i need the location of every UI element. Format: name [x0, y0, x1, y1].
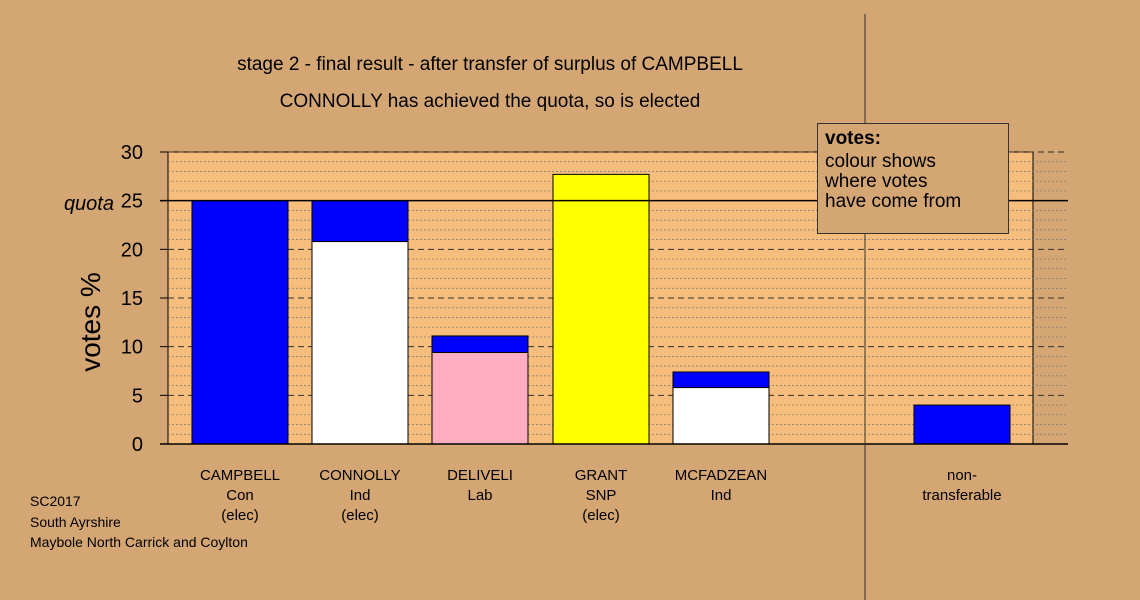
x-label-grant-line-3: (elec) — [582, 507, 620, 524]
footer-line-1: SC2017 — [30, 493, 81, 509]
bar-connolly-segment-1 — [311, 241, 409, 445]
legend-box: votes: colour shows where votes have com… — [817, 123, 1009, 234]
y-tick-label: 20 — [121, 239, 143, 261]
x-label-mcfadzean-line-2: Ind — [711, 487, 732, 504]
x-label-connolly-line-3: (elec) — [341, 507, 379, 524]
quota-label: quota — [64, 193, 114, 215]
x-label-mcfadzean-line-1: MCFADZEAN — [675, 467, 768, 484]
x-label-connolly-line-1: CONNOLLY — [319, 467, 400, 484]
y-axis-label: votes % — [75, 272, 106, 372]
footer-line-3: Maybole North Carrick and Coylton — [30, 534, 248, 550]
bar-grant-segment-1 — [552, 173, 650, 445]
x-label-grant-line-1: GRANT — [575, 467, 628, 484]
y-tick-label: 5 — [132, 385, 143, 407]
y-tick-label: 15 — [121, 288, 143, 310]
bar-mcfadzean-segment-2 — [672, 371, 770, 389]
x-label-grant-line-2: SNP — [586, 487, 617, 504]
x-label-deliveli-line-2: Lab — [467, 487, 492, 504]
y-tick-label: 30 — [121, 142, 143, 164]
bars — [191, 173, 1011, 445]
x-label-deliveli-line-1: DELIVELI — [447, 467, 513, 484]
chart-title: stage 2 - final result - after transfer … — [237, 54, 743, 75]
x-label-campbell-line-3: (elec) — [221, 507, 259, 524]
y-tick-label: 10 — [121, 337, 143, 359]
y-tick-label: 0 — [132, 434, 143, 456]
x-label-campbell-line-2: Con — [226, 487, 254, 504]
x-tick-labels: CAMPBELL Con (elec) CONNOLLY Ind (elec) DELIVE… — [200, 467, 1002, 524]
chart-subtitle: CONNOLLY has achieved the quota, so is e… — [279, 91, 701, 112]
legend-text: colour shows where votes have come from — [825, 151, 962, 212]
bar-mcfadzean-segment-1 — [672, 387, 770, 445]
x-label-campbell-line-1: CAMPBELL — [200, 467, 280, 484]
x-label-non-transferable-line-1: non- — [947, 467, 977, 484]
bar-deliveli-segment-1 — [431, 352, 529, 445]
bar-campbell-segment-1 — [191, 200, 289, 445]
x-label-connolly-line-2: Ind — [350, 487, 371, 504]
legend-heading: votes: — [825, 128, 881, 149]
footer-line-2: South Ayrshire — [30, 514, 121, 530]
y-tick-label: 25 — [121, 191, 143, 213]
bar-deliveli-segment-2 — [431, 335, 529, 354]
bar-connolly-segment-2 — [311, 200, 409, 243]
y-tick-labels: 0 5 10 15 20 25 30 — [121, 142, 168, 456]
bar-non-transferable-segment-1 — [913, 404, 1011, 445]
x-label-non-transferable-line-2: transferable — [922, 487, 1001, 504]
